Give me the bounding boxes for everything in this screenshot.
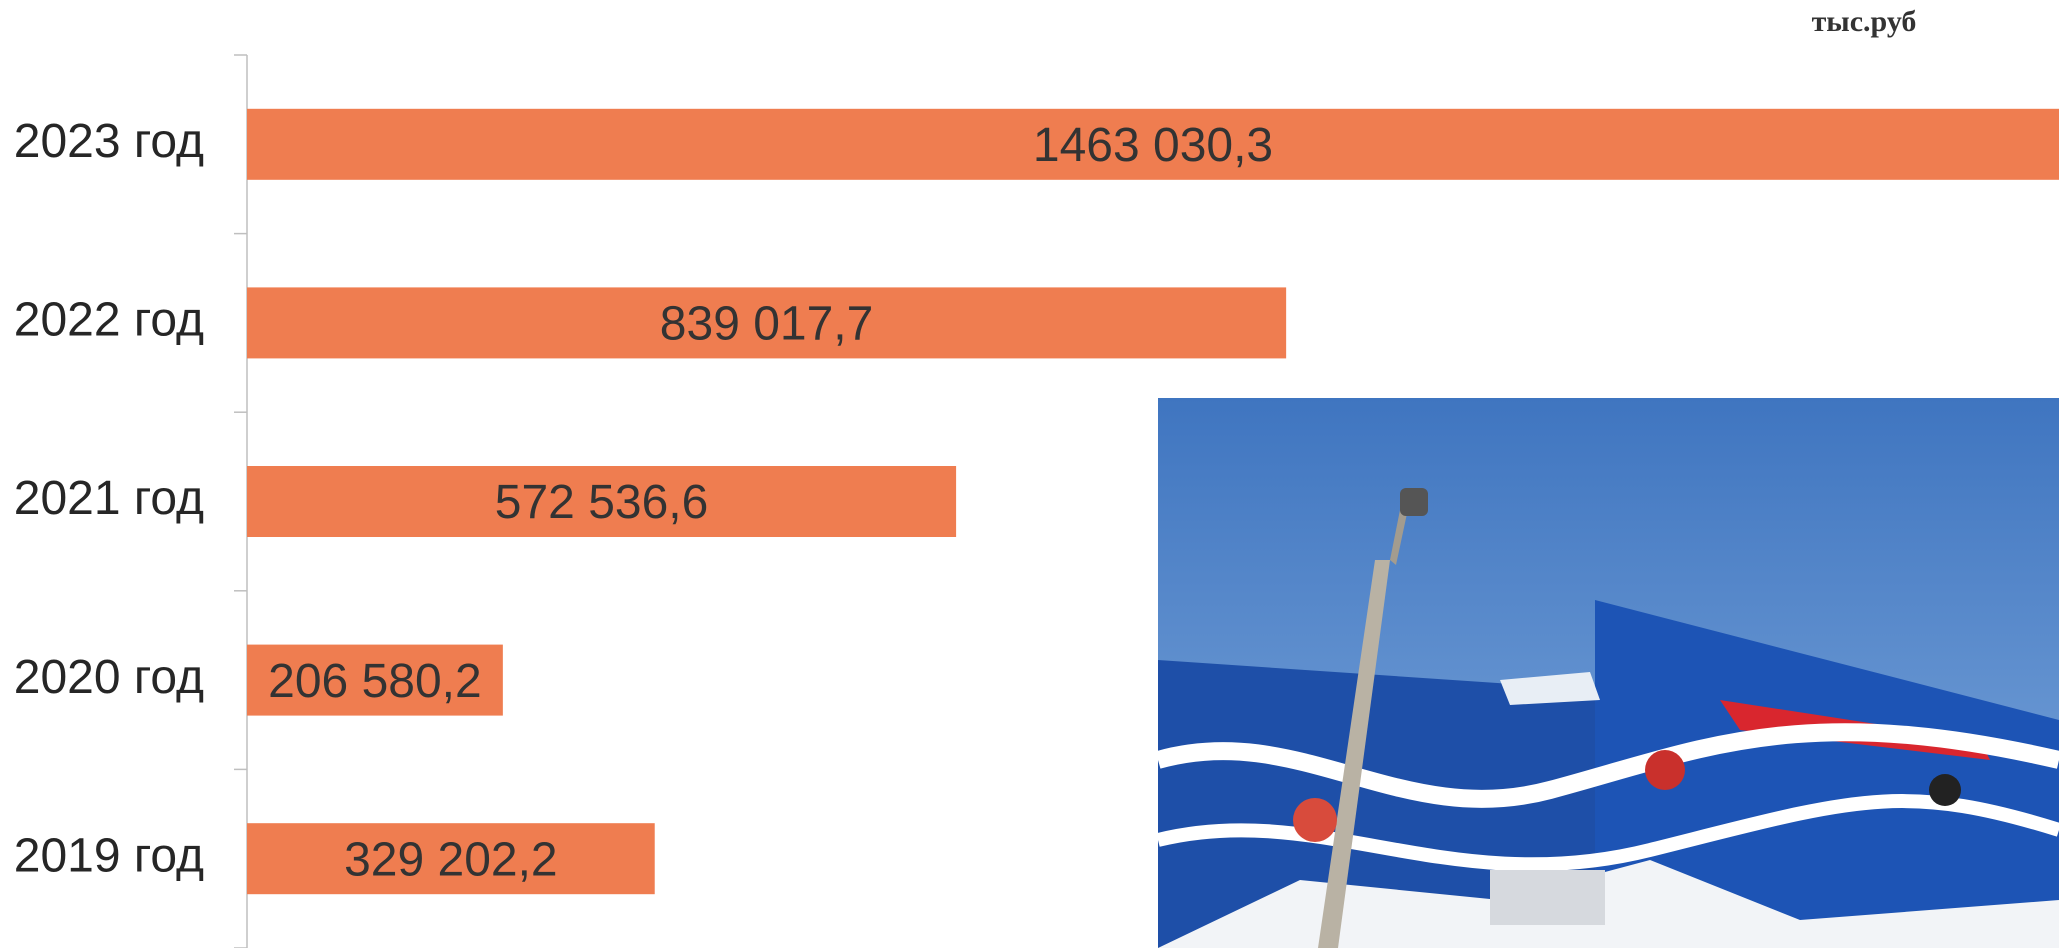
bar <box>247 823 655 895</box>
unit-label: тыс.руб <box>1812 5 1917 38</box>
category-label: 2023 год <box>14 115 204 168</box>
data-label: 572 536,6 <box>495 476 709 529</box>
photo <box>1155 398 2059 948</box>
bar <box>247 466 957 537</box>
data-label: 1463 030,3 <box>1033 119 1273 172</box>
category-label: 2021 год <box>14 472 204 525</box>
data-label: 206 580,2 <box>268 655 482 708</box>
bar <box>247 108 2059 180</box>
category-label: 2020 год <box>14 651 204 704</box>
bar <box>247 644 503 716</box>
category-label: 2019 год <box>14 829 204 882</box>
category-label: 2022 год <box>14 294 204 347</box>
bar <box>247 287 1287 359</box>
data-label: 329 202,2 <box>344 833 558 886</box>
data-label: 839 017,7 <box>660 298 874 351</box>
plot-area: 2023 год 1463 030,3 2022 год 839 017,7 2021 … <box>14 54 2059 948</box>
